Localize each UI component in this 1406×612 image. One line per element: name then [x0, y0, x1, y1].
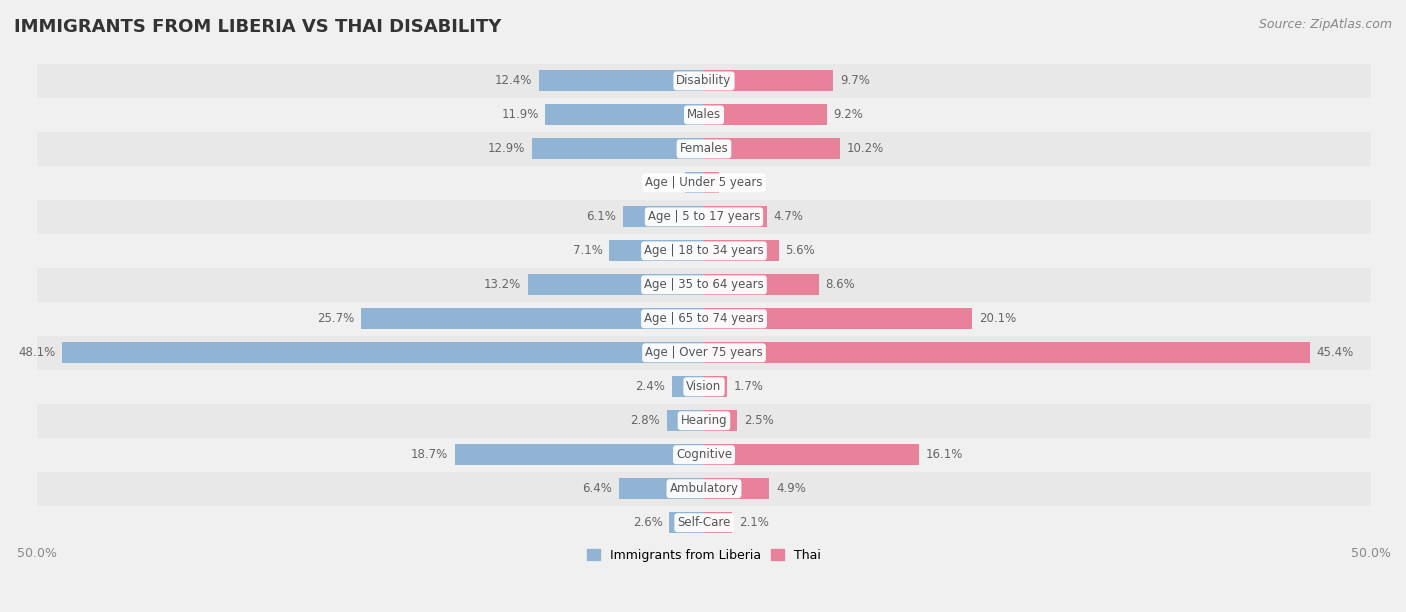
Bar — [546, 105, 704, 125]
Text: 1.7%: 1.7% — [734, 380, 763, 394]
Bar — [704, 410, 737, 431]
Bar — [704, 274, 818, 296]
Text: Cognitive: Cognitive — [676, 448, 733, 461]
Text: 6.4%: 6.4% — [582, 482, 612, 495]
Bar — [704, 444, 918, 465]
Text: 1.4%: 1.4% — [648, 176, 679, 189]
Text: Age | 35 to 64 years: Age | 35 to 64 years — [644, 278, 763, 291]
Text: Age | 5 to 17 years: Age | 5 to 17 years — [648, 211, 761, 223]
Bar — [704, 376, 727, 397]
Text: Age | Under 5 years: Age | Under 5 years — [645, 176, 762, 189]
Text: 2.5%: 2.5% — [744, 414, 773, 427]
Text: Hearing: Hearing — [681, 414, 727, 427]
Bar — [704, 241, 779, 261]
Bar — [527, 274, 704, 296]
Text: 12.4%: 12.4% — [495, 75, 531, 88]
Bar — [619, 478, 704, 499]
Bar — [62, 342, 704, 364]
Bar — [666, 410, 704, 431]
Text: Age | 65 to 74 years: Age | 65 to 74 years — [644, 312, 763, 326]
Text: Self-Care: Self-Care — [678, 516, 731, 529]
Bar — [37, 98, 1371, 132]
Text: 12.9%: 12.9% — [488, 143, 526, 155]
Text: Vision: Vision — [686, 380, 721, 394]
Bar — [37, 268, 1371, 302]
Text: 20.1%: 20.1% — [979, 312, 1017, 326]
Bar — [37, 166, 1371, 200]
Bar — [538, 70, 704, 91]
Bar — [704, 138, 839, 160]
Text: Males: Males — [688, 108, 721, 121]
Text: 8.6%: 8.6% — [825, 278, 855, 291]
Text: 9.2%: 9.2% — [834, 108, 863, 121]
Text: 2.4%: 2.4% — [636, 380, 665, 394]
Bar — [37, 370, 1371, 404]
Bar — [704, 70, 834, 91]
Bar — [704, 173, 718, 193]
Text: 9.7%: 9.7% — [839, 75, 870, 88]
Bar — [531, 138, 704, 160]
Bar — [623, 206, 704, 228]
Text: 2.6%: 2.6% — [633, 516, 662, 529]
Text: 4.7%: 4.7% — [773, 211, 803, 223]
Text: 11.9%: 11.9% — [501, 108, 538, 121]
Bar — [37, 200, 1371, 234]
Text: 45.4%: 45.4% — [1316, 346, 1354, 359]
Text: 25.7%: 25.7% — [318, 312, 354, 326]
Text: 10.2%: 10.2% — [846, 143, 884, 155]
Bar — [37, 472, 1371, 506]
Text: 2.8%: 2.8% — [630, 414, 659, 427]
Text: 5.6%: 5.6% — [786, 244, 815, 257]
Bar — [37, 302, 1371, 336]
Text: 7.1%: 7.1% — [572, 244, 603, 257]
Bar — [37, 438, 1371, 472]
Bar — [704, 105, 827, 125]
Bar — [37, 336, 1371, 370]
Text: 2.1%: 2.1% — [738, 516, 769, 529]
Text: Age | 18 to 34 years: Age | 18 to 34 years — [644, 244, 763, 257]
Text: 16.1%: 16.1% — [925, 448, 963, 461]
Bar — [37, 234, 1371, 268]
Bar — [704, 478, 769, 499]
Text: 48.1%: 48.1% — [18, 346, 56, 359]
Bar — [704, 308, 972, 329]
Text: Ambulatory: Ambulatory — [669, 482, 738, 495]
Text: 4.9%: 4.9% — [776, 482, 806, 495]
Bar — [37, 404, 1371, 438]
Text: 6.1%: 6.1% — [586, 211, 616, 223]
Bar — [37, 64, 1371, 98]
Text: Source: ZipAtlas.com: Source: ZipAtlas.com — [1258, 18, 1392, 31]
Text: 1.1%: 1.1% — [725, 176, 755, 189]
Bar — [37, 506, 1371, 540]
Bar — [609, 241, 704, 261]
Bar — [672, 376, 704, 397]
Text: 18.7%: 18.7% — [411, 448, 449, 461]
Bar — [361, 308, 704, 329]
Bar — [37, 132, 1371, 166]
Bar — [454, 444, 704, 465]
Bar — [704, 512, 733, 533]
Bar — [704, 342, 1309, 364]
Text: Age | Over 75 years: Age | Over 75 years — [645, 346, 763, 359]
Text: Females: Females — [679, 143, 728, 155]
Text: Disability: Disability — [676, 75, 731, 88]
Text: 13.2%: 13.2% — [484, 278, 522, 291]
Bar — [685, 173, 704, 193]
Bar — [669, 512, 704, 533]
Text: IMMIGRANTS FROM LIBERIA VS THAI DISABILITY: IMMIGRANTS FROM LIBERIA VS THAI DISABILI… — [14, 18, 502, 36]
Bar — [704, 206, 766, 228]
Legend: Immigrants from Liberia, Thai: Immigrants from Liberia, Thai — [582, 543, 825, 567]
